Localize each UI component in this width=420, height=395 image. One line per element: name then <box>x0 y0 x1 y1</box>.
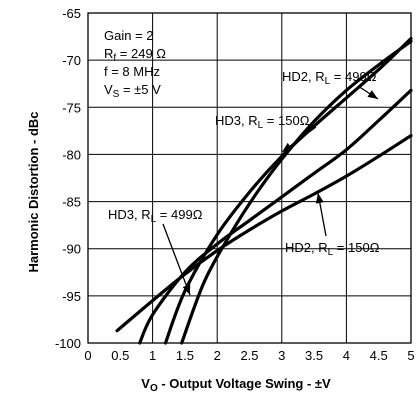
plot-frame <box>87 12 412 344</box>
chart-arrows <box>162 85 379 296</box>
y-tick-label: -95 <box>62 289 81 304</box>
y-tick-label: -65 <box>62 6 81 21</box>
x-tick-label: 0 <box>84 348 91 363</box>
y-tick-label: -70 <box>62 53 81 68</box>
series-label-hd2-499: HD2, RL = 499Ω <box>282 69 377 87</box>
condition-frequency: f = 8 MHz <box>104 64 160 79</box>
y-tick-labels: -65 -70 -75 -80 -85 -90 -95 -100 <box>55 6 81 351</box>
arrow-hd3-150 <box>281 126 317 153</box>
arrow-hd2-150 <box>315 192 327 237</box>
x-tick-label: 3 <box>278 348 285 363</box>
series-label-hd3-150: HD3, RL = 150Ω <box>215 113 310 131</box>
arrow-hd2-499 <box>357 85 379 100</box>
y-tick-label: -90 <box>62 242 81 257</box>
x-tick-label: 1 <box>149 348 156 363</box>
chart-grid <box>88 13 411 343</box>
x-axis-label: VO - Output Voltage Swing - ±V <box>141 376 331 394</box>
x-tick-label: 3.5 <box>305 348 323 363</box>
series-line-3 <box>115 134 413 333</box>
series-label-hd3-499: HD3, RL = 499Ω <box>108 207 203 225</box>
x-tick-label: 0.5 <box>111 348 129 363</box>
series-label-hd2-150: HD2, RL = 150Ω <box>285 240 380 258</box>
series-line-1 <box>180 39 413 345</box>
x-tick-label: 5 <box>407 348 414 363</box>
x-tick-label: 2 <box>214 348 221 363</box>
x-tick-label: 4.5 <box>370 348 388 363</box>
x-tick-label: 2.5 <box>240 348 258 363</box>
series-line-0 <box>163 36 413 345</box>
y-axis-label: Harmonic Distortion - dBc <box>26 111 41 272</box>
chart-curves <box>115 36 413 345</box>
x-tick-label: 1.5 <box>176 348 194 363</box>
condition-gain: Gain = 2 <box>104 28 154 43</box>
y-tick-label: -100 <box>55 336 81 351</box>
condition-vs: VS = ±5 V <box>104 82 161 100</box>
y-tick-label: -80 <box>62 147 81 162</box>
condition-rf: Rf = 249 Ω <box>104 46 166 64</box>
x-tick-labels: 0 0.5 1 1.5 2 2.5 3 3.5 4 4.5 5 <box>84 348 414 363</box>
arrow-hd3-499 <box>162 223 191 296</box>
y-tick-label: -85 <box>62 195 81 210</box>
series-line-2 <box>138 88 413 345</box>
x-tick-label: 4 <box>343 348 350 363</box>
y-tick-label: -75 <box>62 100 81 115</box>
